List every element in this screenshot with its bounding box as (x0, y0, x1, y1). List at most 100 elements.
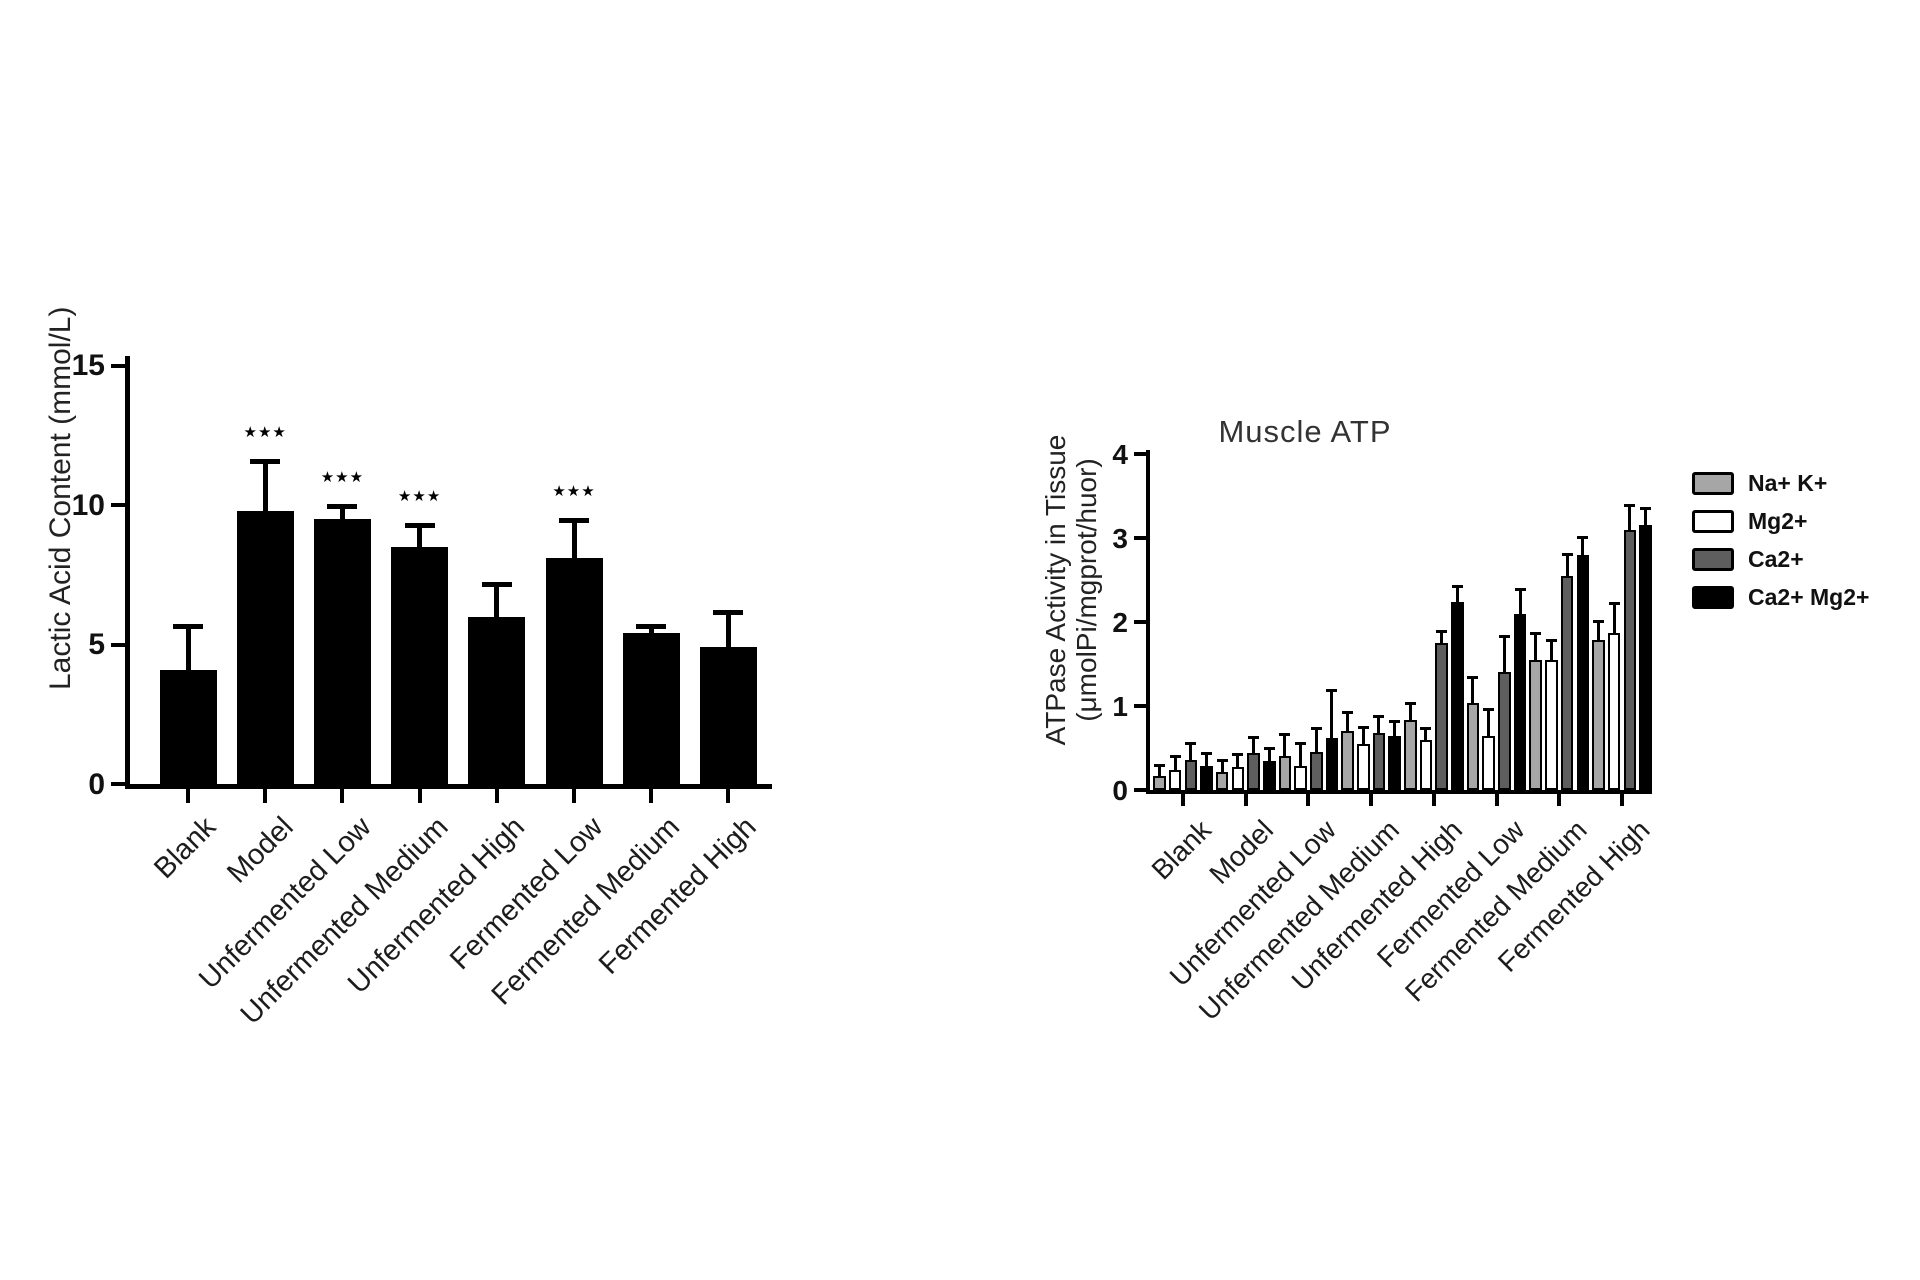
x-axis-line (1146, 790, 1652, 794)
bar (1545, 659, 1558, 790)
bar (1231, 767, 1245, 790)
error-bar-stem (1628, 506, 1632, 538)
legend-row: Ca2+ (1692, 540, 1869, 578)
y-tick-mark (1134, 536, 1146, 540)
error-bar-cap (1201, 751, 1213, 755)
bar (1404, 720, 1417, 790)
bar (1466, 703, 1480, 790)
bar (545, 558, 603, 784)
error-bar-stem (725, 613, 731, 656)
error-bar-stem (1471, 678, 1475, 712)
bar (236, 510, 294, 784)
chart-title: Muscle ATP (1218, 414, 1392, 449)
error-bar-cap (1624, 504, 1636, 508)
legend-swatch-icon (1692, 547, 1734, 571)
bar (313, 518, 371, 784)
bar (1168, 769, 1182, 790)
error-bar-stem (1487, 710, 1491, 745)
y-tick-label: 15 (71, 349, 105, 382)
x-tick-mark (1181, 794, 1185, 806)
bar (1341, 731, 1354, 790)
error-bar-cap (1420, 726, 1432, 730)
error-bar-stem (494, 585, 500, 625)
y-tick-mark (1134, 788, 1146, 792)
bar (1263, 761, 1276, 790)
error-bar-cap (1389, 719, 1401, 723)
bar (1639, 525, 1652, 790)
error-bar-stem (1173, 757, 1177, 778)
y-tick-label: 0 (88, 767, 105, 801)
error-bar-stem (1534, 633, 1538, 668)
error-bar-stem (1267, 748, 1271, 770)
bar (1294, 766, 1307, 790)
bar (1435, 643, 1448, 790)
legend-label: Ca2+ (1748, 545, 1804, 572)
error-bar-cap (1608, 601, 1620, 605)
error-bar-cap (1467, 676, 1479, 680)
error-bar-stem (1565, 554, 1569, 584)
error-bar-cap (1404, 702, 1416, 706)
bar (1419, 739, 1433, 790)
bar (1247, 753, 1260, 790)
significance-stars: ★★★ (552, 481, 596, 500)
x-tick-mark (340, 789, 345, 803)
error-bar-stem (1252, 737, 1256, 762)
error-bar-stem (339, 507, 345, 527)
bar (1623, 529, 1636, 790)
error-bar-stem (1299, 743, 1303, 775)
y-tick-mark (111, 782, 125, 786)
error-bar-stem (1518, 590, 1522, 622)
bar (1560, 575, 1574, 790)
error-bar-stem (1314, 728, 1318, 761)
legend-row: Ca2+ Mg2+ (1692, 578, 1869, 616)
x-tick-mark (1306, 794, 1311, 806)
x-tick-mark (1619, 794, 1624, 806)
error-bar-cap (1295, 741, 1307, 745)
error-bar-stem (571, 521, 577, 566)
y-tick-label: 4 (1112, 438, 1128, 470)
bar (622, 633, 680, 784)
x-tick-mark (1557, 794, 1562, 806)
bar (1513, 613, 1527, 790)
error-bar-stem (1440, 632, 1444, 651)
x-tick-mark (417, 789, 422, 803)
error-bar-cap (636, 623, 667, 629)
y-tick-mark (1134, 452, 1146, 456)
error-bar-stem (1581, 538, 1585, 563)
bar (1451, 601, 1464, 790)
error-bar-cap (1310, 726, 1322, 730)
error-bar-stem (1346, 712, 1350, 740)
x-tick-mark (1369, 794, 1374, 806)
error-bar-stem (1596, 622, 1600, 649)
error-bar-cap (1153, 763, 1165, 767)
bar (1310, 752, 1323, 790)
y-axis-line (1146, 450, 1150, 794)
x-tick-mark (263, 789, 268, 803)
error-bar-cap (481, 581, 512, 587)
error-bar-cap (1592, 620, 1604, 623)
legend-swatch-icon (1692, 509, 1734, 533)
bar (1153, 775, 1166, 790)
error-bar-stem (1283, 735, 1287, 765)
legend-label: Na+ K+ (1748, 469, 1828, 496)
error-bar-stem (1612, 603, 1616, 641)
x-tick-mark (494, 789, 499, 803)
y-tick-mark (1134, 620, 1146, 624)
right-y-axis-label-line2: (μmolPi/mgprot/huor) (1071, 458, 1102, 722)
significance-stars: ★★★ (243, 423, 287, 442)
error-bar-cap (1326, 688, 1338, 692)
error-bar-stem (417, 527, 423, 555)
error-bar-stem (1236, 754, 1240, 776)
y-tick-mark (1134, 704, 1146, 708)
y-tick-label: 1 (1112, 690, 1128, 722)
bar (1372, 732, 1386, 790)
error-bar-cap (1530, 631, 1542, 635)
error-bar-stem (1393, 721, 1397, 745)
x-category-label: Blank (1145, 814, 1217, 886)
significance-stars: ★★★ (320, 467, 365, 486)
legend-swatch-icon (1692, 585, 1734, 609)
error-bar-cap (1498, 635, 1510, 639)
error-bar-stem (1377, 716, 1381, 741)
y-tick-label: 2 (1112, 606, 1128, 638)
y-tick-label: 3 (1112, 522, 1128, 554)
